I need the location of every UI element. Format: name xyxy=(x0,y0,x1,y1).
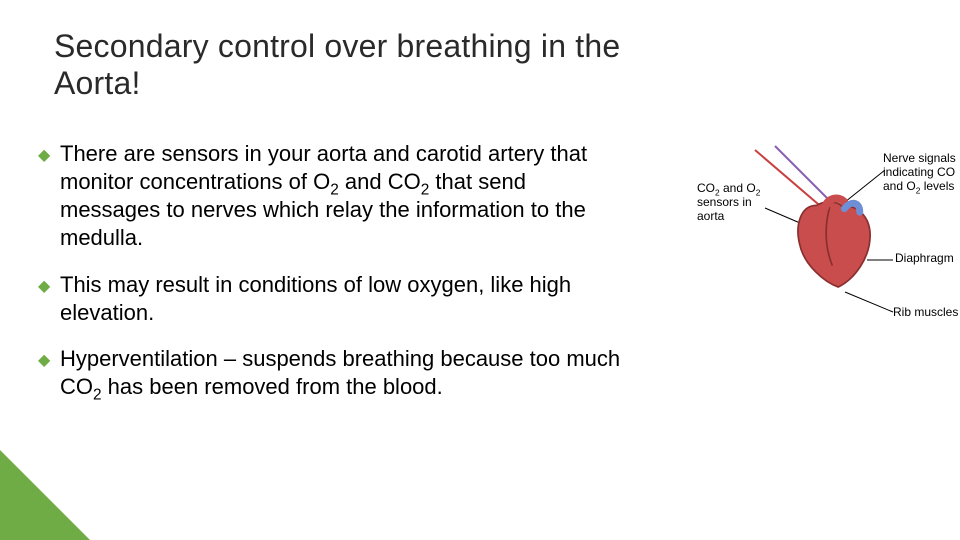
label-text: Nerve signals xyxy=(883,151,956,165)
label-text: Rib muscles xyxy=(893,305,958,319)
figure-label-nerve: Nerve signals indicating CO and O2 level… xyxy=(883,152,960,193)
figure-label-diaphragm: Diaphragm xyxy=(895,252,954,266)
label-text: and O xyxy=(720,181,756,195)
bullet-list: ◆ There are sensors in your aorta and ca… xyxy=(38,140,628,419)
page-title: Secondary control over breathing in the … xyxy=(54,28,634,102)
label-text: aorta xyxy=(697,209,724,223)
corner-triangle xyxy=(0,450,90,540)
bullet-leading: This xyxy=(60,272,102,297)
bullet-mid: and CO xyxy=(339,169,421,194)
figure-label-rib: Rib muscles xyxy=(893,306,958,320)
bullet-leading: Hyperventilation xyxy=(60,346,218,371)
diamond-icon: ◆ xyxy=(38,146,50,166)
list-item: ◆ Hyperventilation – suspends breathing … xyxy=(38,345,628,401)
list-item: ◆ There are sensors in your aorta and ca… xyxy=(38,140,628,253)
label-text: sensors in xyxy=(697,195,752,209)
bullet-text: There are sensors in your aorta and caro… xyxy=(60,141,587,250)
bullet-rest: may result in conditions of low oxygen, … xyxy=(60,272,571,325)
heart-icon xyxy=(791,196,877,292)
bullet-tail: has been removed from the blood. xyxy=(102,374,443,399)
anatomy-figure: Nerve signals indicating CO and O2 level… xyxy=(695,140,960,340)
subscript: 2 xyxy=(756,187,761,197)
label-text: levels xyxy=(920,179,954,193)
label-text: CO xyxy=(697,181,715,195)
label-text: indicating CO xyxy=(883,165,955,179)
subscript: 2 xyxy=(330,182,339,199)
label-text: and O xyxy=(883,179,916,193)
bullet-text: Hyperventilation – suspends breathing be… xyxy=(60,346,620,399)
diamond-icon: ◆ xyxy=(38,351,50,371)
bullet-leading: There xyxy=(60,141,117,166)
figure-label-sensors: CO2 and O2 sensors in aorta xyxy=(697,182,777,223)
subscript: 2 xyxy=(93,386,102,403)
label-text: Diaphragm xyxy=(895,251,954,265)
diamond-icon: ◆ xyxy=(38,277,50,297)
list-item: ◆ This may result in conditions of low o… xyxy=(38,271,628,327)
bullet-text: This may result in conditions of low oxy… xyxy=(60,272,571,325)
slide: Secondary control over breathing in the … xyxy=(0,0,960,540)
